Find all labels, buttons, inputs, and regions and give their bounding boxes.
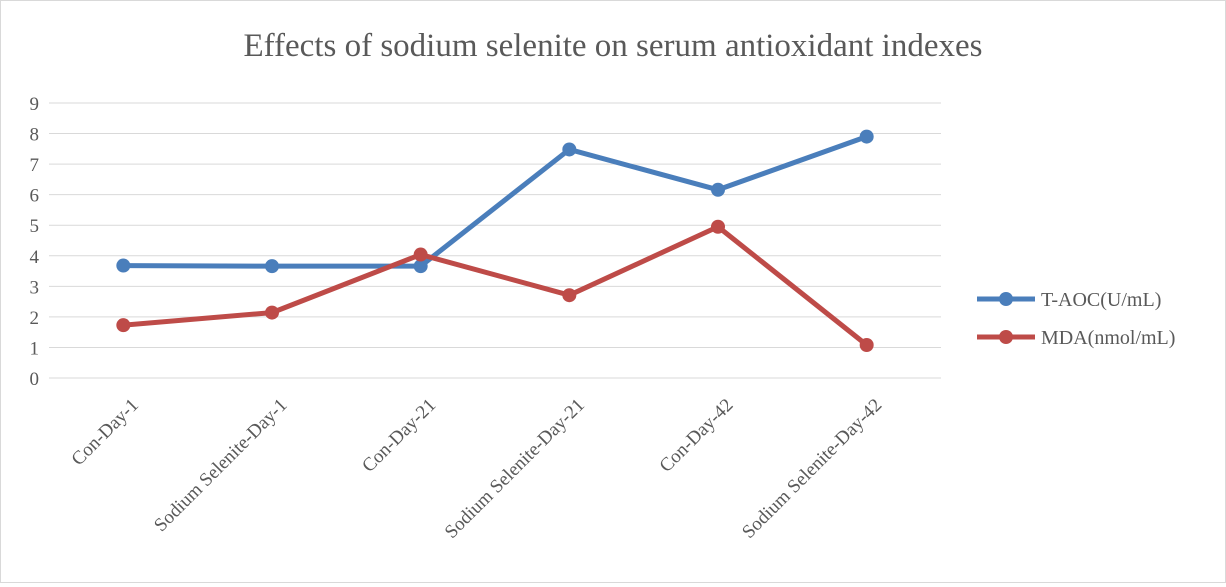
data-point [413,259,428,274]
y-axis-tick-labels: 0 1 2 3 4 5 6 7 8 9 [30,94,40,390]
data-point [265,259,279,274]
data-point [116,318,131,333]
legend-swatch-marker [999,330,1013,344]
legend-label: T-AOC(U/mL) [1041,289,1161,311]
data-point [413,247,428,262]
x-category-label: Sodium Selenite-Day-42 [738,395,886,543]
legend-item: MDA(nmol/mL) [977,327,1175,349]
x-category-label: Con-Day-1 [68,395,143,470]
y-tick-label: 6 [30,186,40,207]
series-2 [116,219,874,352]
y-tick-label: 0 [30,369,40,390]
data-point [116,258,131,273]
legend: T-AOC(U/mL) MDA(nmol/mL) [977,289,1175,349]
legend-label: MDA(nmol/mL) [1041,327,1175,349]
x-category-label: Con-Day-21 [358,395,440,477]
legend-swatch-marker [999,292,1013,306]
y-tick-label: 9 [30,94,40,115]
y-tick-label: 1 [30,338,40,359]
series-1 [116,129,874,274]
y-tick-label: 3 [30,277,40,298]
x-axis-category-labels: Con-Day-1 Sodium Selenite-Day-1 Con-Day-21… [68,395,887,543]
series-line [120,134,870,269]
data-point [562,288,577,303]
y-tick-label: 4 [30,247,40,268]
x-category-label: Sodium Selenite-Day-1 [150,395,291,536]
x-category-label: Sodium Selenite-Day-21 [441,395,589,543]
y-tick-label: 7 [30,155,40,176]
legend-item: T-AOC(U/mL) [977,289,1161,311]
data-point [859,338,874,352]
y-tick-label: 5 [30,216,40,237]
data-point [562,142,577,157]
data-point [711,182,725,197]
series-line [120,224,870,348]
y-tick-label: 2 [30,308,40,329]
x-category-label: Con-Day-42 [656,395,738,477]
data-point [711,219,725,234]
data-point [859,129,874,144]
chart-title: Effects of sodium selenite on serum anti… [244,28,983,64]
y-tick-label: 8 [30,125,40,146]
series-lines [116,129,874,352]
data-point [265,305,279,320]
gridlines [49,102,941,379]
